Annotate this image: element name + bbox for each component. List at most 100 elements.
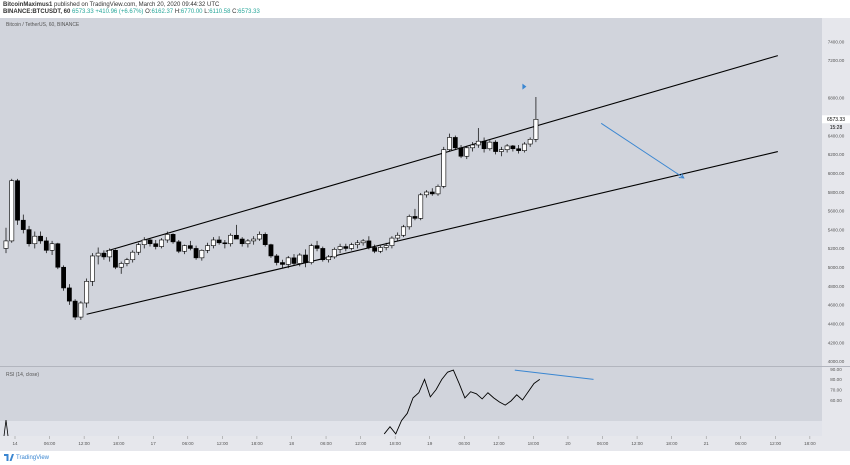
candle	[401, 224, 406, 238]
candle	[274, 254, 280, 266]
price-tick-label: 4400.00	[828, 321, 845, 326]
candle-body	[90, 255, 95, 282]
candle	[107, 248, 113, 262]
candle-body	[136, 244, 141, 253]
time-tick-label: 18:00	[251, 441, 263, 446]
candle	[493, 140, 498, 155]
candle	[268, 243, 274, 258]
candle	[291, 254, 297, 266]
candle-body	[429, 191, 435, 195]
candle-body	[349, 244, 354, 249]
candle-body	[118, 263, 124, 268]
candle-body	[107, 250, 113, 258]
candle	[429, 188, 435, 196]
candle	[377, 245, 383, 254]
candle	[527, 137, 533, 147]
price-tick-label: 5200.00	[828, 246, 845, 251]
candle	[406, 214, 412, 230]
candle-body	[308, 245, 314, 263]
h-label: H:	[174, 9, 181, 15]
candle-body	[20, 219, 26, 230]
price-tick-label: 6400.00	[828, 133, 845, 138]
candle-body	[210, 239, 216, 246]
candle	[147, 238, 153, 247]
candle	[228, 233, 234, 247]
rsi-tick-label: 80.00	[830, 377, 842, 382]
candle	[412, 208, 418, 221]
candle-body	[337, 246, 343, 250]
time-tick-label: 18:00	[113, 441, 125, 446]
candle-body	[424, 191, 429, 196]
candle	[124, 257, 130, 267]
candle-body	[280, 262, 285, 265]
chart-title: Bitcoin / TetherUS, 60, BINANCE	[6, 22, 80, 28]
current-price-label: 6573.33	[827, 117, 845, 123]
price-tick-label: 6000.00	[828, 171, 845, 176]
candle-body	[498, 149, 504, 152]
candle	[239, 237, 245, 247]
candle-body	[527, 139, 533, 145]
candle-body	[262, 234, 268, 245]
price-axis[interactable]	[822, 18, 850, 366]
time-tick-label: 20	[565, 441, 571, 446]
time-tick-label: 06:00	[597, 441, 609, 446]
candle	[216, 236, 222, 245]
time-tick-label: 12:00	[631, 441, 643, 446]
time-tick-label: 12:00	[78, 441, 90, 446]
candle	[452, 135, 458, 150]
candle-body	[159, 239, 164, 247]
candle	[113, 249, 118, 270]
price-pane[interactable]	[0, 18, 822, 366]
time-tick-label: 06:00	[182, 441, 194, 446]
candle	[101, 250, 107, 260]
candle-body	[26, 229, 32, 245]
candle	[9, 178, 15, 243]
candle	[458, 144, 464, 159]
candle-body	[182, 245, 187, 252]
candle-body	[487, 141, 493, 150]
channel-lower-line	[86, 151, 778, 315]
candle	[395, 232, 401, 241]
price-tick-label: 5800.00	[828, 190, 845, 195]
candle-body	[147, 239, 153, 245]
candle	[280, 259, 285, 269]
symbol-label: BINANCE:BTCUSDT, 60	[3, 9, 71, 15]
time-tick-label: 06:00	[44, 441, 56, 446]
candle	[308, 243, 314, 265]
candle-body	[170, 234, 176, 243]
candle-body	[303, 254, 308, 263]
publish-line: BitcoinMaximus1 published on TradingView…	[3, 2, 219, 8]
candle	[84, 278, 90, 308]
candle-body	[66, 287, 72, 302]
candle-body	[251, 238, 257, 242]
candle	[205, 242, 210, 254]
candle-body	[95, 252, 101, 257]
candle	[234, 224, 239, 240]
flag-marker	[522, 83, 527, 90]
candle-body	[372, 247, 378, 252]
time-axis[interactable]	[0, 436, 850, 451]
rsi-label: RSI (14, close)	[6, 372, 39, 378]
price-tick-label: 7200.00	[828, 58, 845, 63]
candle-body	[452, 137, 458, 149]
candle	[366, 236, 372, 250]
candle	[343, 243, 349, 252]
candle	[118, 261, 124, 274]
candle-body	[320, 248, 326, 261]
projection-arrow-head	[678, 173, 685, 179]
candle	[337, 243, 343, 254]
time-tick-label: 12:00	[493, 441, 505, 446]
candle	[95, 247, 101, 265]
author-name[interactable]: BitcoinMaximus1	[3, 2, 53, 8]
candle	[297, 253, 303, 267]
candle-body	[331, 249, 337, 258]
candle	[383, 242, 389, 251]
candle-body	[354, 242, 360, 245]
projection-arrow-line	[600, 122, 685, 179]
candle	[20, 214, 26, 234]
candle	[245, 239, 251, 248]
rsi-axis[interactable]	[822, 367, 850, 436]
candle	[354, 239, 360, 249]
